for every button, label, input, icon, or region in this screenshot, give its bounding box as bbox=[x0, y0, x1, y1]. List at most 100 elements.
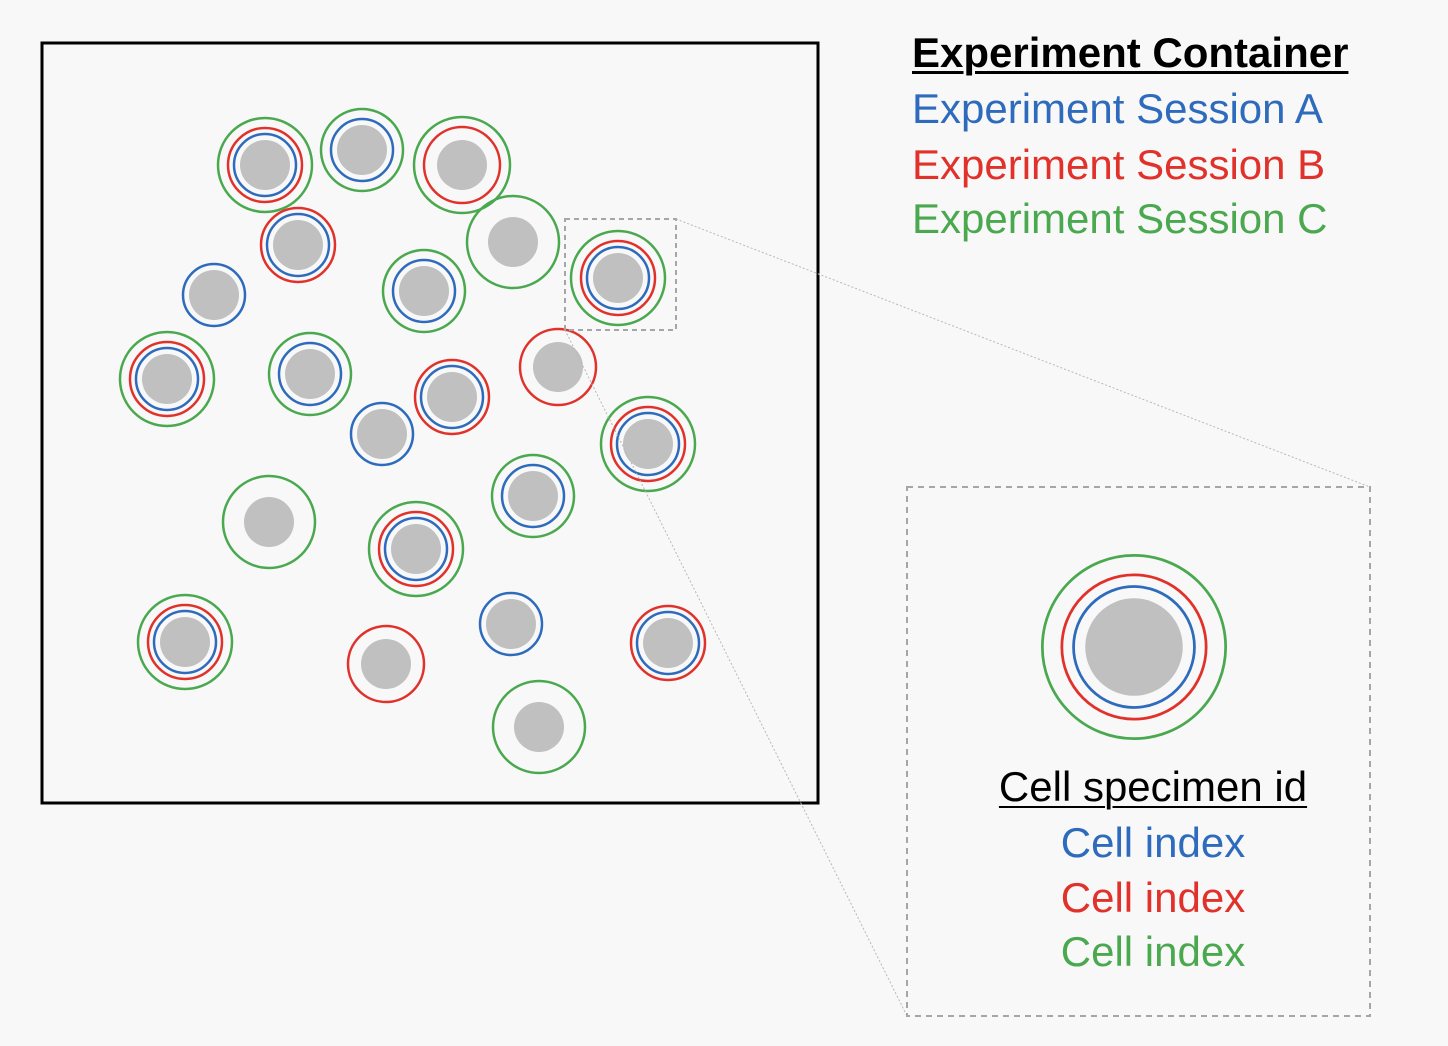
cell bbox=[412, 115, 512, 215]
session-c-ring bbox=[599, 395, 697, 493]
zoom-connector-top bbox=[675, 218, 1371, 488]
cell-body bbox=[189, 270, 239, 320]
cell-body bbox=[427, 372, 477, 422]
session-c-ring bbox=[267, 331, 353, 417]
cell-body bbox=[244, 497, 294, 547]
cell bbox=[349, 401, 415, 467]
session-a-ring bbox=[349, 401, 415, 467]
cell-body bbox=[1085, 598, 1183, 696]
session-b-ring bbox=[128, 340, 206, 418]
session-a-ring bbox=[419, 364, 485, 430]
cell bbox=[629, 604, 707, 682]
session-b-ring bbox=[146, 603, 224, 681]
cell-body bbox=[437, 140, 487, 190]
session-c-ring bbox=[216, 116, 314, 214]
cell-body bbox=[285, 349, 335, 399]
cell-body bbox=[533, 342, 583, 392]
session-a-ring bbox=[585, 245, 651, 311]
legend-title: Experiment Container bbox=[912, 29, 1349, 76]
key-cell-index-b: Cell index bbox=[1060, 874, 1246, 921]
session-a-ring bbox=[391, 258, 457, 324]
cell bbox=[367, 500, 465, 598]
session-b-ring bbox=[518, 327, 598, 407]
cell-body bbox=[273, 220, 323, 270]
session-c-ring bbox=[490, 453, 576, 539]
cell bbox=[259, 206, 337, 284]
cell bbox=[216, 116, 314, 214]
cell bbox=[599, 395, 697, 493]
legend-session-b: Experiment Session B bbox=[912, 141, 1326, 188]
cell-body bbox=[486, 599, 536, 649]
session-a-ring bbox=[635, 610, 701, 676]
session-c-ring bbox=[1040, 553, 1228, 741]
session-c-ring bbox=[412, 115, 512, 215]
session-c-ring bbox=[569, 229, 667, 327]
cell bbox=[490, 453, 576, 539]
session-a-ring bbox=[500, 463, 566, 529]
zoom-connector-bottom bbox=[564, 329, 908, 1017]
session-b-ring bbox=[629, 604, 707, 682]
session-c-ring bbox=[136, 593, 234, 691]
session-b-ring bbox=[259, 206, 337, 284]
cell bbox=[491, 679, 587, 775]
session-a-ring bbox=[329, 117, 395, 183]
session-a-ring bbox=[181, 262, 247, 328]
session-b-ring bbox=[422, 125, 502, 205]
session-a-ring bbox=[277, 341, 343, 407]
session-a-ring bbox=[1072, 585, 1196, 709]
session-a-ring bbox=[615, 411, 681, 477]
key-cell-specimen-id: Cell specimen id bbox=[998, 763, 1308, 810]
cell-body bbox=[391, 524, 441, 574]
session-a-ring bbox=[478, 591, 544, 657]
session-c-ring bbox=[118, 330, 216, 428]
cell bbox=[118, 330, 216, 428]
session-a-ring bbox=[383, 516, 449, 582]
cell-body bbox=[357, 409, 407, 459]
session-c-ring bbox=[465, 194, 561, 290]
cell bbox=[319, 107, 405, 193]
cell-body bbox=[508, 471, 558, 521]
session-a-ring bbox=[265, 212, 331, 278]
zoom-layer bbox=[564, 218, 1371, 1017]
experiment-container-frame bbox=[40, 41, 820, 805]
session-b-ring bbox=[609, 405, 687, 483]
session-c-ring bbox=[381, 248, 467, 334]
cell bbox=[267, 331, 353, 417]
key-cell-index-c: Cell index bbox=[1060, 928, 1246, 975]
cell-body bbox=[399, 266, 449, 316]
cell-body bbox=[337, 125, 387, 175]
legend-session-a: Experiment Session A bbox=[912, 85, 1323, 132]
highlight-box bbox=[564, 218, 677, 331]
cell-body bbox=[593, 253, 643, 303]
session-a-ring bbox=[134, 346, 200, 412]
cell-body bbox=[240, 140, 290, 190]
cell bbox=[478, 591, 544, 657]
cell bbox=[381, 248, 467, 334]
cell-body bbox=[142, 354, 192, 404]
session-c-ring bbox=[319, 107, 405, 193]
session-c-ring bbox=[491, 679, 587, 775]
session-b-ring bbox=[579, 239, 657, 317]
session-a-ring bbox=[152, 609, 218, 675]
cell-body bbox=[514, 702, 564, 752]
cell bbox=[136, 593, 234, 691]
cell bbox=[181, 262, 247, 328]
key-cell-index-a: Cell index bbox=[1060, 819, 1246, 866]
cell bbox=[465, 194, 561, 290]
cell-zoomed bbox=[1040, 553, 1228, 741]
zoom-box bbox=[906, 486, 1371, 1017]
session-a-ring bbox=[232, 132, 298, 198]
cell-body bbox=[643, 618, 693, 668]
cell bbox=[518, 327, 598, 407]
session-b-ring bbox=[1060, 573, 1208, 721]
cell-body bbox=[623, 419, 673, 469]
cell bbox=[569, 229, 667, 327]
cell bbox=[413, 358, 491, 436]
session-b-ring bbox=[346, 624, 426, 704]
cell-body bbox=[488, 217, 538, 267]
session-c-ring bbox=[367, 500, 465, 598]
session-c-ring bbox=[221, 474, 317, 570]
legend-session-c: Experiment Session C bbox=[912, 195, 1328, 242]
cell-body bbox=[160, 617, 210, 667]
